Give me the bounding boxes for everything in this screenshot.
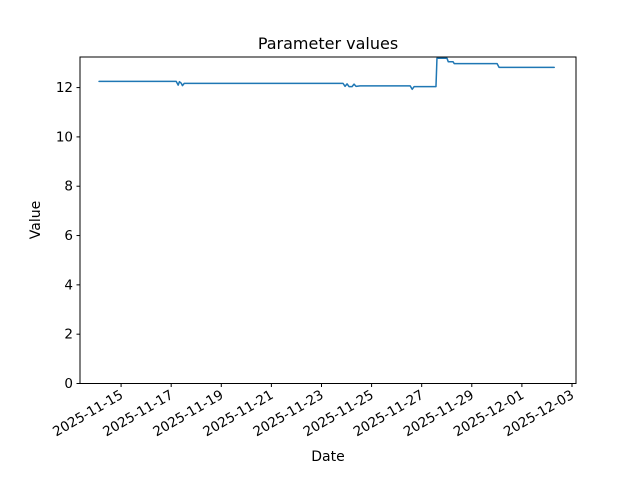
- y-axis-ticks: 0 2 4 6 8 10 12: [56, 80, 80, 392]
- y-tick-label: 8: [64, 179, 73, 195]
- y-tick-label: 0: [64, 376, 73, 392]
- plot-area: [79, 56, 577, 384]
- chart-title: Parameter values: [258, 34, 398, 53]
- y-tick-label: 6: [64, 228, 73, 244]
- y-tick-label: 2: [64, 327, 73, 343]
- data-series: [98, 57, 555, 91]
- x-axis-label: Date: [311, 449, 344, 465]
- y-tick-label: 10: [56, 129, 73, 145]
- data-line-parameter-values: [98, 57, 555, 91]
- y-tick-label: 4: [64, 277, 73, 293]
- x-axis-ticks: 2025-11-152025-11-172025-11-192025-11-21…: [50, 383, 577, 440]
- y-axis-label: Value: [28, 201, 44, 239]
- y-tick-label: 12: [56, 80, 73, 96]
